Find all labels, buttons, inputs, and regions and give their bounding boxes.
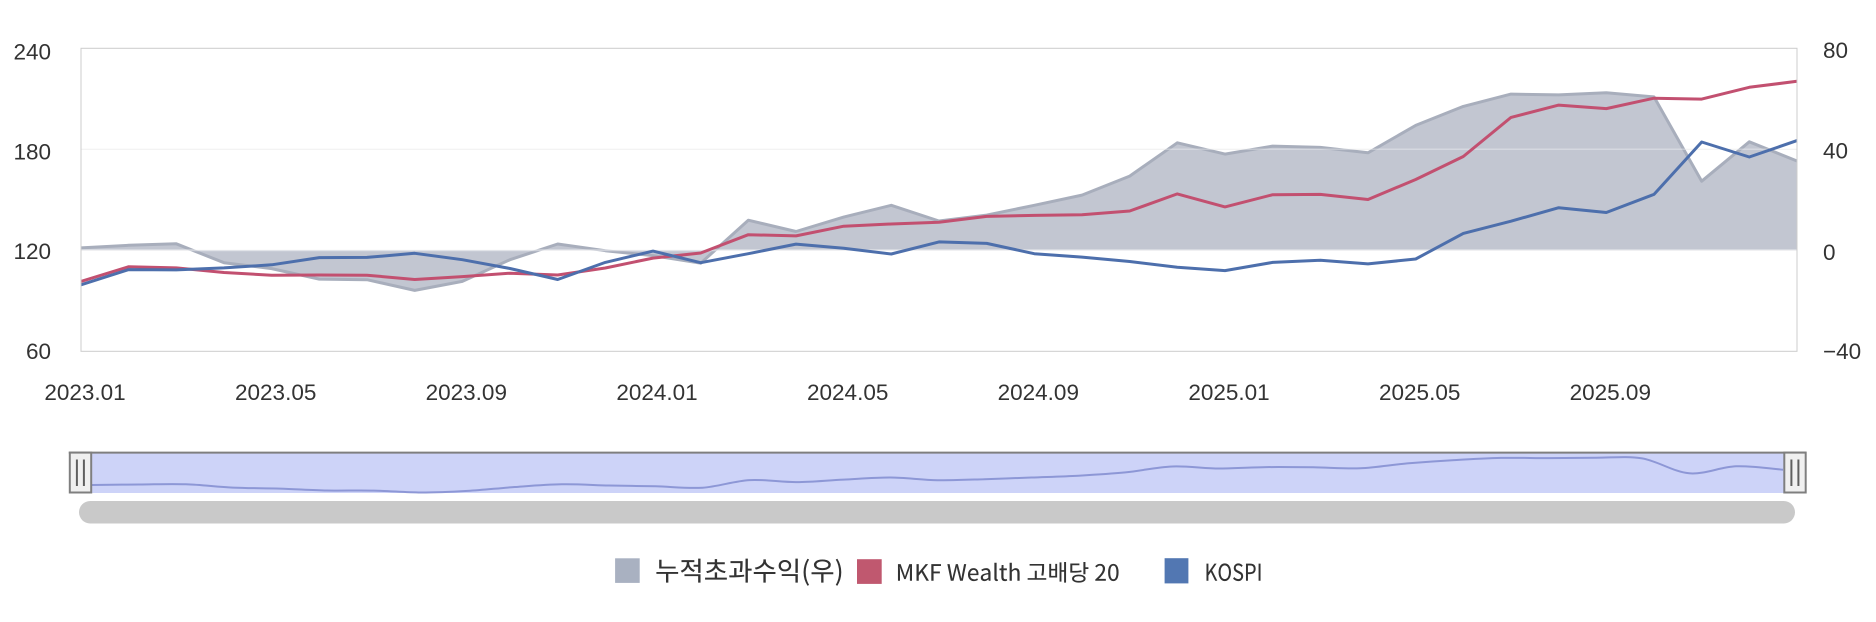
svg-text:80: 80 xyxy=(1823,38,1848,63)
svg-text:2025.09: 2025.09 xyxy=(1570,380,1651,405)
svg-text:−40: −40 xyxy=(1823,339,1861,364)
svg-text:2023.05: 2023.05 xyxy=(235,380,316,405)
svg-text:2023.01: 2023.01 xyxy=(44,380,125,405)
svg-text:2025.01: 2025.01 xyxy=(1188,380,1269,405)
svg-text:2023.09: 2023.09 xyxy=(426,380,507,405)
svg-text:0: 0 xyxy=(1823,240,1836,265)
svg-text:2025.05: 2025.05 xyxy=(1379,380,1460,405)
svg-text:120: 120 xyxy=(13,239,51,264)
svg-text:40: 40 xyxy=(1823,139,1848,164)
svg-text:60: 60 xyxy=(26,339,51,364)
svg-text:180: 180 xyxy=(13,140,51,165)
svg-text:2024.05: 2024.05 xyxy=(807,380,888,405)
svg-text:2024.01: 2024.01 xyxy=(616,380,697,405)
svg-text:2024.09: 2024.09 xyxy=(998,380,1079,405)
svg-text:240: 240 xyxy=(13,40,51,65)
